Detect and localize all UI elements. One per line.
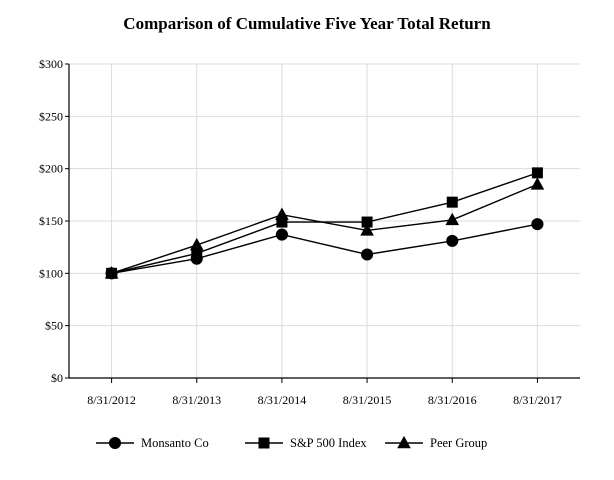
data-point	[275, 207, 289, 220]
data-point	[189, 237, 204, 251]
y-tick-label: $300	[39, 57, 63, 71]
data-point	[530, 177, 545, 190]
axes: $0 $50 $100 $150 $200 $250 $300 8/31/2012 8/31/2…	[39, 57, 580, 407]
data-point	[275, 228, 288, 241]
x-tick-label: 8/31/2016	[428, 393, 477, 407]
x-tick-label: 8/31/2015	[343, 393, 392, 407]
series	[104, 167, 545, 280]
grid	[69, 63, 580, 378]
y-tick-label: $100	[39, 266, 63, 280]
y-tick-label: $150	[39, 214, 63, 228]
x-tick-label: 8/31/2017	[513, 393, 562, 407]
x-tick-label: 8/31/2013	[172, 393, 221, 407]
data-point	[276, 216, 288, 228]
chart-title: Comparison of Cumulative Five Year Total…	[123, 14, 491, 33]
legend-label: Monsanto Co	[141, 436, 209, 450]
legend-label: Peer Group	[430, 436, 487, 450]
data-point	[446, 196, 458, 208]
y-tick-label: $200	[39, 162, 63, 176]
series-monsanto-co	[105, 218, 544, 280]
data-point	[104, 266, 119, 279]
legend-marker	[397, 435, 411, 449]
data-point	[361, 248, 374, 261]
data-point	[361, 216, 373, 228]
legend-marker	[258, 437, 270, 449]
data-point	[531, 218, 544, 231]
y-tick-label: $50	[45, 319, 63, 333]
x-tick-label: 8/31/2014	[258, 393, 307, 407]
legend-label: S&P 500 Index	[290, 436, 367, 450]
y-tick-label: $250	[39, 109, 63, 123]
series-line	[111, 223, 538, 275]
data-point	[531, 167, 543, 179]
legend-marker	[108, 436, 122, 450]
legend-item: Monsanto Co	[96, 436, 209, 450]
series-peer-group	[104, 177, 545, 279]
data-point	[445, 212, 460, 226]
legend-item: Peer Group	[385, 435, 487, 450]
series-line	[111, 183, 538, 274]
data-point	[360, 223, 374, 236]
x-tick-label: 8/31/2012	[87, 393, 136, 407]
y-tick-label: $0	[51, 371, 63, 385]
legend-item: S&P 500 Index	[245, 436, 367, 450]
data-point	[191, 247, 203, 259]
data-point	[446, 234, 459, 247]
legend: Monsanto Co S&P 500 Index Peer Group	[96, 435, 487, 450]
